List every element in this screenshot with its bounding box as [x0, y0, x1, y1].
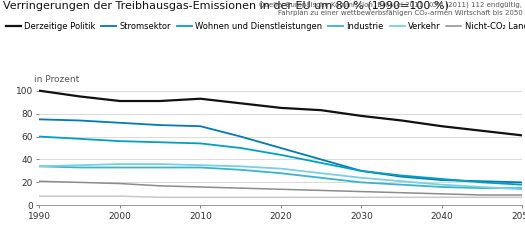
Text: Verringerungen der Treibhausgas-Emissionen in der EU um 80 % (1990=100 %): Verringerungen der Treibhausgas-Emission… [3, 1, 448, 11]
Text: in Prozent: in Prozent [34, 75, 79, 84]
Legend: Derzeitige Politik, Stromsektor, Wohnen und Dienstleistungen, Industrie, Verkehr: Derzeitige Politik, Stromsektor, Wohnen … [6, 22, 525, 31]
Text: Quelle: Europäische Kommission, Brüssel 2011, KOM (2011) 112 endgültig,
Fahrplan: Quelle: Europäische Kommission, Brüssel … [259, 1, 522, 16]
